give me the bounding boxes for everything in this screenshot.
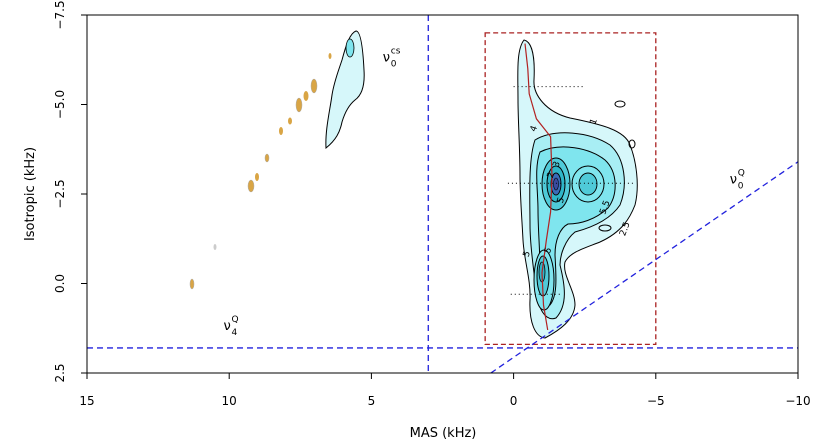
side-peak [213,244,217,250]
ridge-line [524,43,553,331]
contour-satellite [628,139,636,149]
y-tick-label: −5.0 [53,90,67,119]
contour-level-label: 1 [589,117,600,126]
x-tick-label: −5 [647,394,665,408]
x-tick-label: 15 [79,394,94,408]
x-axis-label: MAS (kHz) [410,426,477,441]
main-peak [517,39,638,339]
contour-level-label: 5.5 [598,199,612,216]
contour-level-label: 5 [522,250,533,259]
contour-core [553,177,559,191]
side-peak [310,78,318,94]
annotation-symbol: ν [383,51,390,66]
plot-frame [86,14,799,374]
reference-lines [87,15,798,373]
annotation-superscript: Q [232,315,239,325]
x-tick-label: 10 [222,394,237,408]
annotation-subscript: 4 [232,328,238,338]
contour-lobe-upper-core [345,38,355,58]
ridge-line-layer [524,43,553,331]
side-peak [279,127,283,135]
selection-box-layer [484,32,657,346]
annotation-symbol: ν [730,172,737,187]
contour-level-label: 2.5 [618,221,632,238]
reference-line-0Q [490,161,798,373]
side-peak [189,278,195,290]
x-tick-label: 0 [510,394,518,408]
side-peak [295,97,303,113]
side-peak [328,53,332,59]
annotation-superscript: Q [738,168,745,178]
y-tick-label: −2.5 [53,179,67,208]
x-tick-label: −10 [785,394,810,408]
y-axis-label: Isotropic (kHz) [23,147,38,241]
annotation-nu-4Q: ν Q 4 [224,315,239,338]
y-axis-ticks: 2.5 0.0 −2.5 −5.0 −7.5 [53,0,87,383]
contour-satellite [598,224,612,232]
annotation-nu-0cs: ν cs 0 [383,47,401,70]
contour-level-label: 4 [529,124,540,133]
y-tick-label: 2.5 [53,363,67,382]
annotation-superscript: cs [391,47,401,57]
side-peak [255,173,259,181]
contour-level-label: 5 [556,196,567,205]
side-peak [303,91,309,101]
annotation-subscript: 0 [391,60,397,70]
x-axis-ticks: 15 10 5 0 −5 −10 [79,373,811,408]
side-peak [288,117,292,125]
x-tick-label: 5 [368,394,376,408]
contour-lobe-upper [325,30,365,149]
contour-level-label: 2 [546,171,557,180]
side-peak [264,153,270,163]
side-peak [247,179,255,193]
contour-level-label: 5 [543,246,554,255]
y-tick-label: 0.0 [53,274,67,293]
contour-labels: 1 2 3 4 5.5 5 2.5 5 5 [522,117,633,258]
contour-level-label: 3 [552,160,563,169]
annotation-symbol: ν [224,319,231,334]
selection-box [484,32,657,346]
slice-lines [507,86,634,295]
side-band-peaks [189,30,365,290]
contour-satellite [614,100,626,108]
y-tick-label: −7.5 [53,0,67,29]
contour-level-5b [578,172,598,196]
annotation-subscript: 0 [738,181,744,191]
annotation-nu-0Q: ν Q 0 [730,168,745,191]
